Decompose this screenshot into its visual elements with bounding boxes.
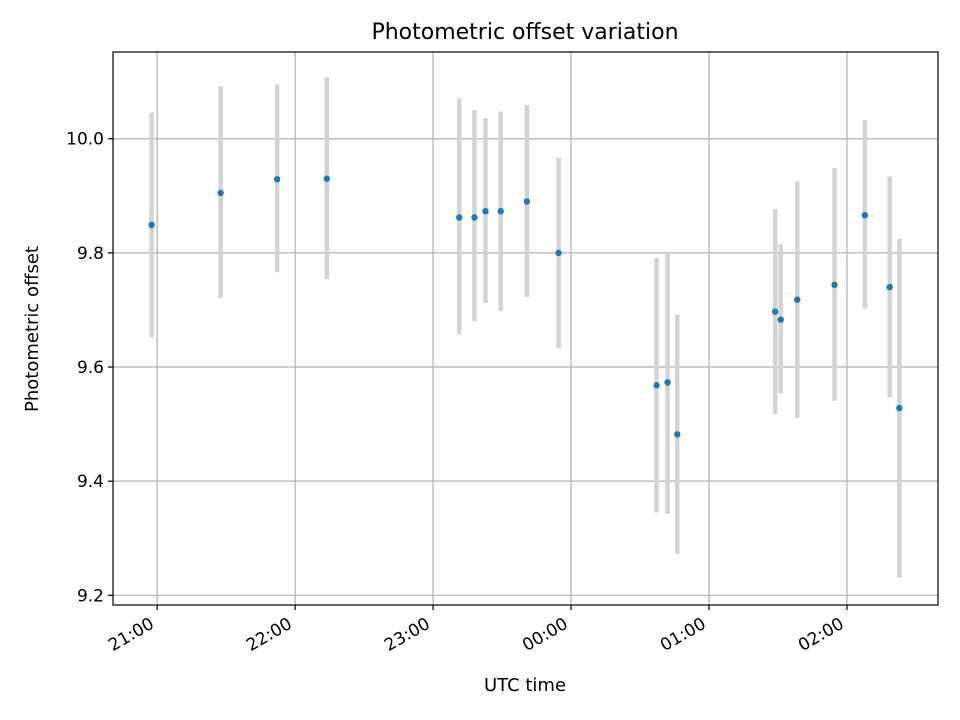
- y-tick-label: 9.6: [77, 358, 104, 378]
- x-tick-label: 21:00: [105, 614, 157, 656]
- y-tick-label: 9.4: [77, 472, 104, 492]
- data-point: [664, 379, 671, 386]
- grid: [113, 52, 938, 605]
- data-point: [456, 214, 463, 221]
- y-axis-label: Photometric offset: [22, 246, 43, 412]
- y-tick-label: 10.0: [66, 130, 104, 150]
- y-tick-label: 9.8: [77, 244, 104, 264]
- data-point: [861, 212, 869, 219]
- data-point: [471, 214, 478, 221]
- data-point: [217, 189, 224, 197]
- x-tick-label: 22:00: [243, 614, 295, 656]
- data-point: [831, 281, 838, 289]
- x-tick-label: 00:00: [519, 614, 571, 656]
- data-point: [794, 296, 801, 303]
- data-point: [323, 175, 331, 182]
- data-point: [653, 382, 660, 389]
- plot-area-frame: [112, 51, 939, 606]
- x-tick-label: 01:00: [657, 614, 709, 656]
- x-axis-label: UTC time: [484, 675, 566, 696]
- data-point: [674, 431, 681, 438]
- x-tick-label: 02:00: [795, 614, 847, 656]
- data-point: [482, 208, 489, 215]
- x-tick-label: 23:00: [381, 614, 433, 656]
- data-point: [148, 221, 155, 229]
- y-tick-label: 9.2: [77, 586, 104, 606]
- x-axis-ticks: 21:00 22:00 23:00 00:00 01:00 02:00: [105, 605, 848, 656]
- data-point: [896, 404, 903, 412]
- y-axis-ticks: 9.2 9.4 9.6 9.8 10.0: [66, 130, 113, 606]
- data-points: [148, 175, 903, 438]
- error-bars: [149, 77, 902, 578]
- data-point: [273, 176, 281, 183]
- data-point: [523, 198, 531, 205]
- data-point: [555, 249, 562, 257]
- data-point: [772, 308, 779, 315]
- chart-title: Photometric offset variation: [371, 20, 678, 45]
- data-point: [886, 283, 893, 291]
- data-point: [777, 316, 784, 323]
- data-point: [497, 208, 504, 215]
